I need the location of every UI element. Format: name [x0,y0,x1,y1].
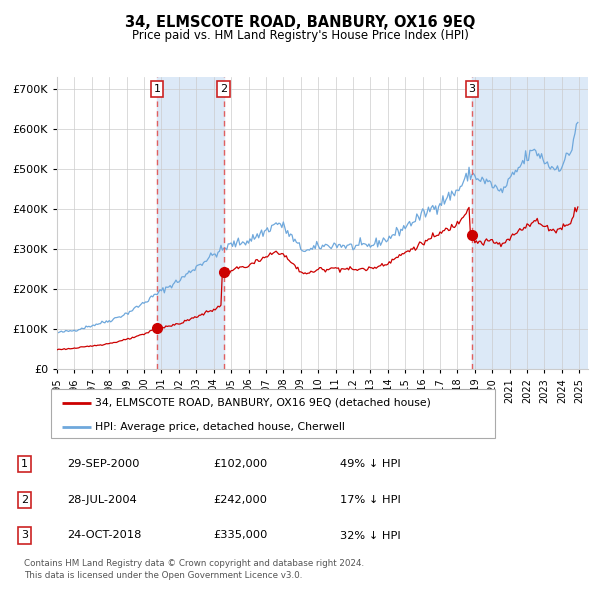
Text: Contains HM Land Registry data © Crown copyright and database right 2024.: Contains HM Land Registry data © Crown c… [24,559,364,568]
Text: 24-OCT-2018: 24-OCT-2018 [67,530,141,540]
Text: 28-JUL-2004: 28-JUL-2004 [67,494,136,504]
Text: 2: 2 [220,84,227,94]
Text: £335,000: £335,000 [214,530,268,540]
Text: HPI: Average price, detached house, Cherwell: HPI: Average price, detached house, Cher… [95,422,345,432]
FancyBboxPatch shape [51,389,495,438]
Text: 34, ELMSCOTE ROAD, BANBURY, OX16 9EQ: 34, ELMSCOTE ROAD, BANBURY, OX16 9EQ [125,15,475,30]
Text: 3: 3 [469,84,475,94]
Text: 32% ↓ HPI: 32% ↓ HPI [340,530,401,540]
Text: 49% ↓ HPI: 49% ↓ HPI [340,459,401,468]
Text: £102,000: £102,000 [214,459,268,468]
Text: 29-SEP-2000: 29-SEP-2000 [67,459,139,468]
Text: 1: 1 [154,84,161,94]
Text: £242,000: £242,000 [214,494,268,504]
Text: 17% ↓ HPI: 17% ↓ HPI [340,494,401,504]
Text: 2: 2 [21,494,28,504]
Text: 3: 3 [21,530,28,540]
Text: 34, ELMSCOTE ROAD, BANBURY, OX16 9EQ (detached house): 34, ELMSCOTE ROAD, BANBURY, OX16 9EQ (de… [95,398,431,408]
Text: Price paid vs. HM Land Registry's House Price Index (HPI): Price paid vs. HM Land Registry's House … [131,30,469,42]
Bar [472,77,588,369]
Text: 1: 1 [21,459,28,468]
Text: This data is licensed under the Open Government Licence v3.0.: This data is licensed under the Open Gov… [24,571,302,579]
Bar [157,77,224,369]
